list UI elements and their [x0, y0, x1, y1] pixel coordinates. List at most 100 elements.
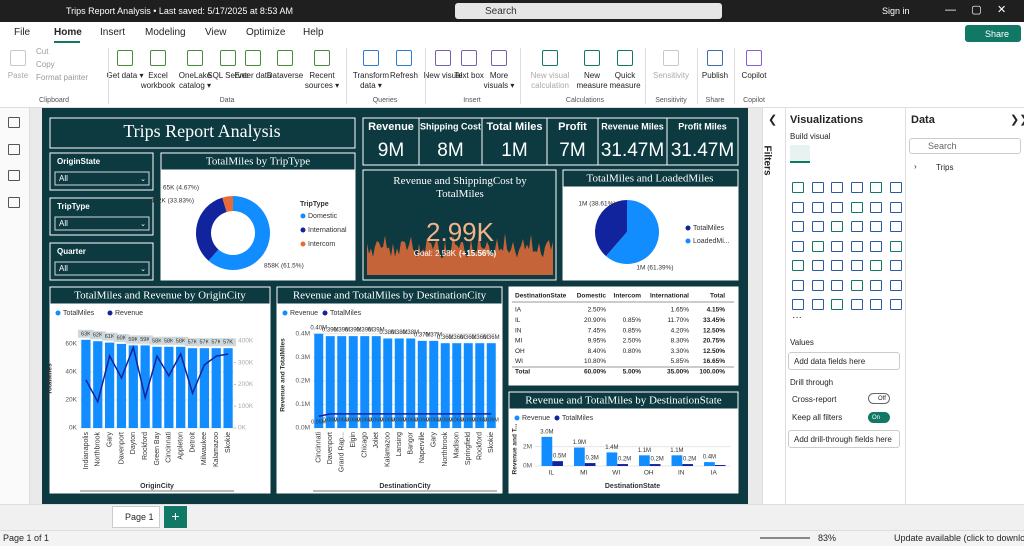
ribbon-button[interactable]: Sensitivity: [652, 71, 689, 80]
drop-well[interactable]: [788, 352, 900, 370]
ribbon-icon[interactable]: [117, 50, 133, 66]
ribbon-icon[interactable]: [491, 50, 507, 66]
search-box[interactable]: [909, 138, 1021, 154]
ribbon-button[interactable]: Text box: [454, 71, 484, 80]
ribbon-button[interactable]: Dataverse: [266, 71, 304, 80]
ribbon-button[interactable]: Paste: [7, 71, 29, 80]
ribbon-button[interactable]: New visual calculation: [530, 71, 570, 90]
ribbon-icon[interactable]: [435, 50, 451, 66]
search-box[interactable]: [455, 3, 722, 19]
visual-type-icon[interactable]: [831, 260, 843, 271]
ribbon-icon[interactable]: [245, 50, 261, 66]
visual-type-icon[interactable]: [811, 279, 824, 291]
menu-tab[interactable]: Optimize: [246, 27, 286, 38]
visual-type-icon[interactable]: [831, 299, 843, 310]
ribbon-icon[interactable]: [663, 50, 679, 66]
add-page[interactable]: +: [164, 506, 187, 528]
visual-type-icon[interactable]: [889, 201, 902, 213]
visual-type-icon[interactable]: [850, 299, 863, 310]
update-notice[interactable]: Update available (click to download): [894, 533, 1024, 543]
visual-type-icon[interactable]: [811, 182, 824, 193]
ribbon-icon[interactable]: [150, 50, 166, 66]
visual-type-icon[interactable]: [831, 240, 843, 252]
visual-type-icon[interactable]: [831, 279, 843, 291]
ribbon-icon[interactable]: [277, 50, 293, 66]
menu-tab[interactable]: Help: [303, 27, 324, 38]
visual-type-icon[interactable]: [889, 299, 902, 310]
pane-collapse[interactable]: ❮: [768, 114, 778, 126]
zoom-slider[interactable]: [760, 537, 810, 539]
visual-type-icon[interactable]: [870, 260, 882, 271]
ribbon-button[interactable]: New visual: [423, 71, 463, 80]
visual-type-icon[interactable]: [870, 279, 882, 291]
ribbon-icon[interactable]: [10, 50, 26, 66]
toggle[interactable]: [868, 412, 890, 423]
ribbon-icon[interactable]: [707, 50, 723, 66]
sign-in[interactable]: Sign in: [882, 6, 910, 16]
table-expander[interactable]: ›: [914, 162, 917, 171]
visual-type-icon[interactable]: [811, 240, 824, 252]
ribbon-button[interactable]: Copilot: [741, 71, 767, 80]
ribbon-button[interactable]: Refresh: [389, 71, 418, 80]
table-name[interactable]: Trips: [936, 163, 954, 172]
nav-icon[interactable]: [8, 144, 20, 155]
ribbon-button[interactable]: New measure: [576, 71, 608, 90]
page-tab[interactable]: [112, 506, 160, 528]
visual-type-icon[interactable]: [870, 221, 882, 232]
menu-tab[interactable]: Insert: [100, 27, 126, 38]
menu-tab[interactable]: File: [14, 27, 31, 38]
visual-type-icon[interactable]: [889, 260, 902, 271]
visual-type-icon[interactable]: [792, 279, 804, 291]
ribbon-icon[interactable]: [542, 50, 558, 66]
visual-type-icon[interactable]: [870, 240, 882, 252]
drop-well[interactable]: [788, 430, 900, 448]
visual-type-icon[interactable]: [870, 182, 882, 193]
visual-type-icon[interactable]: [811, 221, 824, 232]
ribbon-button[interactable]: Publish: [701, 71, 729, 80]
ribbon-icon[interactable]: [584, 50, 600, 66]
visual-type-icon[interactable]: [850, 201, 863, 213]
build-visual-tab[interactable]: [790, 145, 810, 163]
ribbon-button[interactable]: Transform data ▾: [352, 71, 390, 90]
share-button[interactable]: [965, 25, 1021, 42]
ribbon-icon[interactable]: [396, 50, 412, 66]
visual-type-icon[interactable]: [811, 299, 824, 310]
ribbon-icon[interactable]: [314, 50, 330, 66]
pane-collapse[interactable]: ❯❯: [1010, 114, 1024, 126]
ribbon-small-button[interactable]: Format painter: [36, 73, 89, 82]
visual-type-icon[interactable]: [889, 221, 902, 232]
visual-type-icon[interactable]: [831, 221, 843, 232]
nav-icon[interactable]: [8, 170, 20, 181]
ribbon-button[interactable]: Excel workbook: [140, 71, 176, 90]
menu-tab[interactable]: Modeling: [145, 27, 186, 38]
ribbon-button[interactable]: Enter data: [234, 71, 272, 80]
menu-tab[interactable]: View: [205, 27, 227, 38]
ribbon-button[interactable]: Get data ▾: [106, 71, 144, 80]
ribbon-icon[interactable]: [461, 50, 477, 66]
visual-type-icon[interactable]: [792, 182, 804, 193]
filters-label[interactable]: Filters: [761, 145, 773, 176]
nav-icon[interactable]: [8, 197, 20, 208]
ribbon-icon[interactable]: [220, 50, 236, 66]
ribbon-button[interactable]: OneLake catalog ▾: [178, 71, 212, 90]
more-visuals[interactable]: ···: [792, 312, 802, 323]
ribbon-small-button[interactable]: Cut: [36, 47, 49, 56]
visual-type-icon[interactable]: [870, 201, 882, 213]
ribbon-icon[interactable]: [617, 50, 633, 66]
ribbon-icon[interactable]: [363, 50, 379, 66]
visual-type-icon[interactable]: [811, 260, 824, 271]
ribbon-button[interactable]: More visuals ▾: [483, 71, 515, 90]
ribbon-button[interactable]: SQL Server: [207, 71, 249, 80]
visual-type-icon[interactable]: [792, 299, 804, 310]
visual-type-icon[interactable]: [850, 279, 863, 291]
visual-type-icon[interactable]: [792, 260, 804, 271]
visual-type-icon[interactable]: [850, 221, 863, 232]
visual-type-icon[interactable]: [850, 182, 863, 193]
visual-type-icon[interactable]: [831, 182, 843, 193]
ribbon-small-button[interactable]: Copy: [36, 60, 55, 69]
visual-type-icon[interactable]: [792, 221, 804, 232]
ribbon-button[interactable]: Quick measure: [609, 71, 641, 90]
ribbon-icon[interactable]: [187, 50, 203, 66]
visual-type-icon[interactable]: [850, 240, 863, 252]
visual-type-icon[interactable]: [792, 201, 804, 213]
